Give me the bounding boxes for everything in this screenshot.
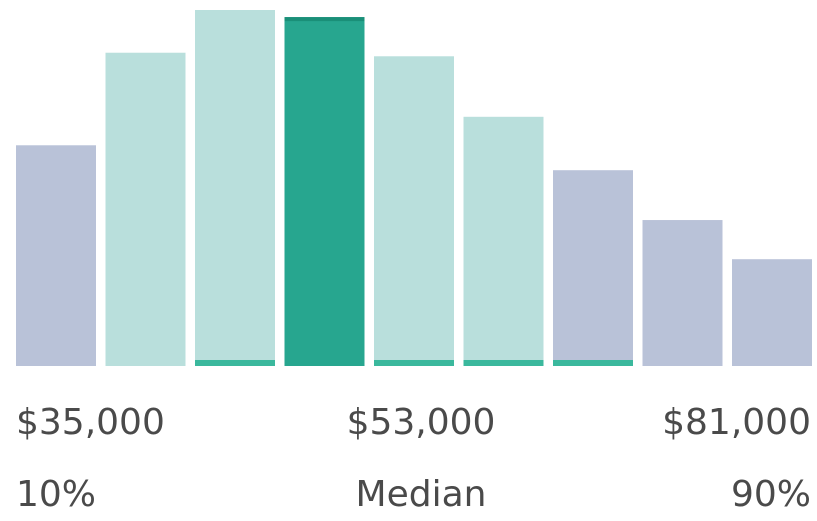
median-value-label: $53,000 (346, 402, 496, 443)
histogram-bar (732, 259, 812, 366)
p90-caption: 90% (730, 474, 811, 515)
p90-value-label: $81,000 (662, 402, 811, 443)
median-caption: Median (355, 474, 487, 515)
p10-value-label: $35,000 (16, 402, 165, 443)
histogram-bar (374, 56, 454, 366)
p10-caption: 10% (16, 474, 97, 515)
histogram-bar (553, 170, 633, 366)
bar-baseline-accent (374, 360, 454, 366)
histogram-bar (16, 145, 96, 366)
highlight-bar-top-edge (284, 17, 365, 22)
bar-baseline-accent (553, 360, 633, 366)
histogram-bar (105, 52, 186, 366)
bar-baseline-accent (463, 360, 544, 366)
histogram-bar (463, 116, 544, 366)
bar-baseline-accent (195, 360, 275, 366)
histogram-bar (284, 17, 365, 367)
histogram-bar (642, 220, 723, 366)
histogram-bar (195, 10, 275, 366)
histogram-chart (16, 10, 812, 367)
